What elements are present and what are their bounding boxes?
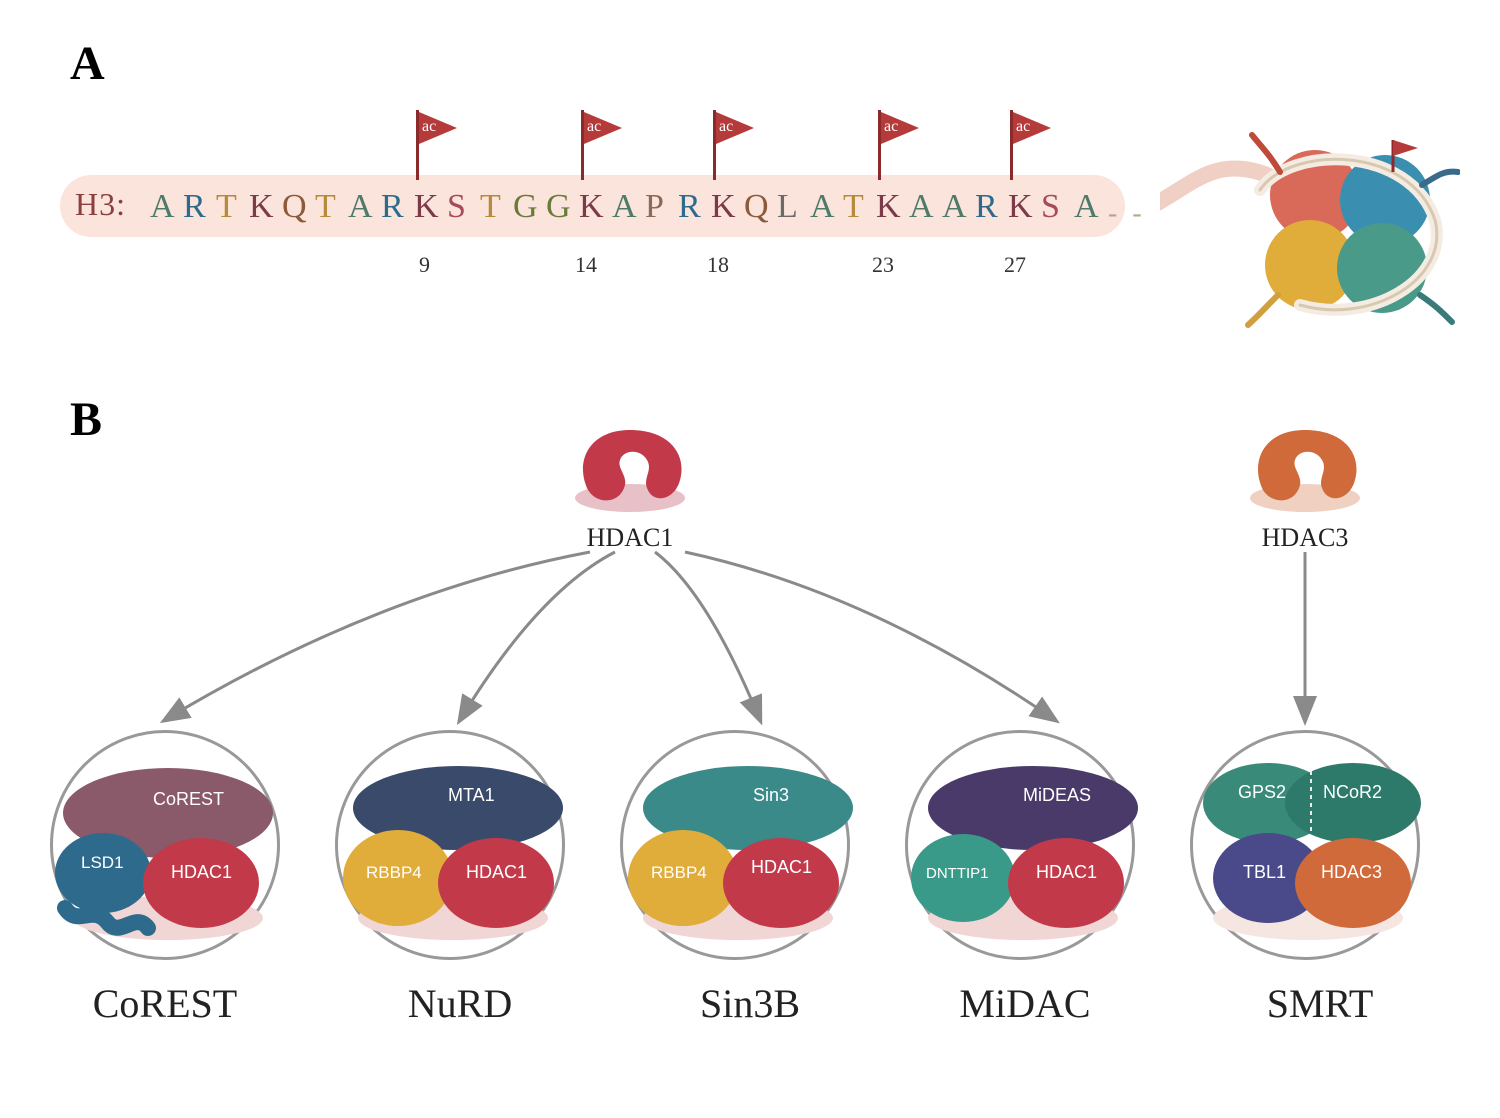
seq-letter: R — [678, 188, 701, 226]
svg-text:LSD1: LSD1 — [81, 853, 124, 872]
hdac3-top: HDAC3 — [1240, 420, 1370, 530]
seq-letter: A — [612, 188, 637, 226]
svg-text:NCoR2: NCoR2 — [1323, 782, 1382, 802]
svg-text:RBBP4: RBBP4 — [366, 863, 422, 882]
mini-flag — [1393, 140, 1418, 156]
complex-nurd: MTA1 RBBP4 HDAC1 — [335, 730, 565, 960]
pos-label: 23 — [872, 252, 894, 278]
seq-letter: T — [315, 188, 336, 226]
seq-letter: K — [876, 188, 901, 226]
tail-teal — [1420, 295, 1452, 322]
pos-label: 14 — [575, 252, 597, 278]
seq-letter: R — [183, 188, 206, 226]
svg-text:CoREST: CoREST — [153, 789, 224, 809]
svg-text:HDAC1: HDAC1 — [466, 862, 527, 882]
h3-dashes: - - — [1108, 198, 1146, 230]
svg-text:RBBP4: RBBP4 — [651, 863, 707, 882]
ac-flag: ac — [577, 110, 625, 180]
arrow — [165, 552, 590, 720]
pos-label: 9 — [419, 252, 430, 278]
ac-flag: ac — [874, 110, 922, 180]
seq-letter: A — [810, 188, 835, 226]
seq-letter: S — [447, 188, 466, 226]
pos-label: 27 — [1004, 252, 1026, 278]
seq-letter: R — [381, 188, 404, 226]
complex-name-corest: CoREST — [50, 980, 280, 1027]
seq-letter: R — [975, 188, 998, 226]
svg-text:HDAC3: HDAC3 — [1321, 862, 1382, 882]
seq-letter: G — [513, 188, 538, 226]
seq-letter: G — [546, 188, 571, 226]
seq-letter: Q — [744, 188, 769, 226]
seq-letter: L — [777, 188, 798, 226]
seq-letter: A — [150, 188, 175, 226]
svg-text:MTA1: MTA1 — [448, 785, 495, 805]
tail-yellow — [1248, 295, 1278, 325]
complex-name-nurd: NuRD — [345, 980, 575, 1027]
complex-name-midac: MiDAC — [910, 980, 1140, 1027]
seq-letter: K — [414, 188, 439, 226]
complex-name-sin3b: Sin3B — [635, 980, 865, 1027]
svg-text:HDAC1: HDAC1 — [171, 862, 232, 882]
ac-flag: ac — [709, 110, 757, 180]
seq-letter: S — [1041, 188, 1060, 226]
seq-letter: A — [1074, 188, 1099, 226]
seq-letter: K — [579, 188, 604, 226]
hdac1-top: HDAC1 — [565, 420, 695, 530]
panel-b: HDAC1 HDAC3 CoRESTLSD1HDAC1CoRESTMTA1RBB… — [60, 400, 1450, 1100]
svg-text:MiDEAS: MiDEAS — [1023, 785, 1091, 805]
svg-text:GPS2: GPS2 — [1238, 782, 1286, 802]
seq-letter: K — [249, 188, 274, 226]
svg-text:TBL1: TBL1 — [1243, 862, 1286, 882]
ac-flag: ac — [412, 110, 460, 180]
ac-flag: ac — [1006, 110, 1054, 180]
seq-letter: A — [942, 188, 967, 226]
complex-corest: CoREST LSD1 HDAC1 — [50, 730, 280, 960]
complex-midac: MiDEAS DNTTIP1 HDAC1 — [905, 730, 1135, 960]
arrow — [655, 552, 760, 720]
seq-letter: Q — [282, 188, 307, 226]
seq-letter: T — [480, 188, 501, 226]
seq-letter: A — [348, 188, 373, 226]
complex-sin3b: Sin3 RBBP4 HDAC1 — [620, 730, 850, 960]
nucleosome-cartoon — [1160, 100, 1460, 340]
panel-a: H3: ARTKQTARKSTGGKAPRKQLATKAARKSA - - ac… — [60, 80, 1450, 360]
svg-text:DNTTIP1: DNTTIP1 — [926, 865, 989, 882]
tail-blue — [1422, 172, 1458, 185]
h3-prefix: H3: — [75, 186, 126, 223]
seq-letter: K — [1008, 188, 1033, 226]
svg-text:HDAC1: HDAC1 — [751, 857, 812, 877]
seq-letter: T — [216, 188, 237, 226]
svg-text:Sin3: Sin3 — [753, 785, 789, 805]
seq-letter: A — [909, 188, 934, 226]
seq-letter: T — [843, 188, 864, 226]
complex-name-smrt: SMRT — [1205, 980, 1435, 1027]
svg-text:HDAC1: HDAC1 — [1036, 862, 1097, 882]
complex-smrt: GPS2 NCoR2 TBL1 HDAC3 — [1190, 730, 1420, 960]
seq-letter: K — [711, 188, 736, 226]
seq-letter: P — [645, 188, 664, 226]
arrow — [685, 552, 1055, 720]
pos-label: 18 — [707, 252, 729, 278]
